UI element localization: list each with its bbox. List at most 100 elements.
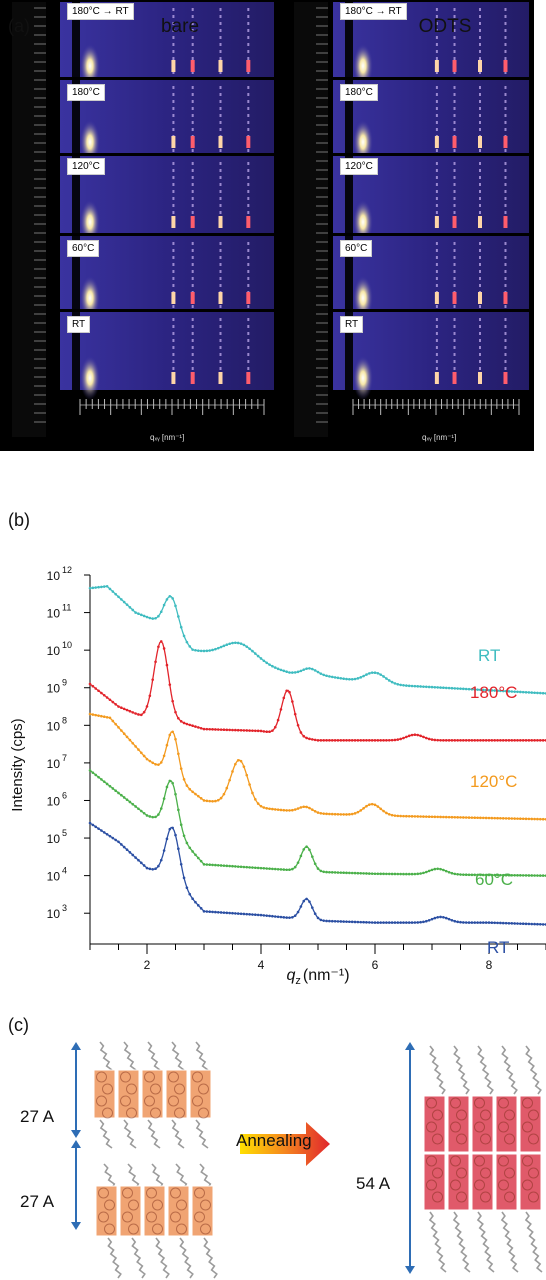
series-point-4 [202,649,206,653]
series-point-4 [330,675,334,679]
core-block-annealed-bottom-2 [471,1153,494,1211]
core-block-annealed-bottom-ring [474,1155,485,1167]
alkyl-chain-annealed-top [453,1045,470,1095]
core-block-annealed-bottom-ring [432,1167,443,1179]
series-point-4 [487,688,491,692]
gixd-rod-dot [247,107,250,110]
row-label-bare-rt: RT [67,316,91,333]
series-point-1 [308,848,311,852]
gixd-rod-dot [504,263,507,266]
series-point-1 [490,873,494,877]
series-point-1 [333,871,337,874]
series-point-2 [319,811,323,815]
series-point-3 [368,739,371,742]
series-point-0 [88,821,92,825]
legend-label-3: 180°C [470,683,517,702]
series-point-3 [541,739,545,742]
series-point-4 [145,615,149,619]
core-block-annealed-top-ring [426,1121,437,1133]
series-point-0 [359,920,363,924]
gixd-rod-dot [219,190,222,193]
gixd-rod-dot [435,183,438,186]
gixd-rod-dot [219,197,222,200]
series-point-1 [504,873,508,877]
series-point-4 [516,690,519,694]
series-point-0 [382,921,385,924]
gixd-peak [171,216,176,228]
gixd-rod-dot [479,107,481,110]
gixd-rod-dot [435,114,438,117]
series-point-4 [245,645,249,648]
gixd-rod-dot [247,149,250,152]
series-point-2 [197,794,200,798]
series-point-0 [199,907,203,910]
series-point-2 [521,817,525,821]
series-point-0 [291,915,294,919]
gixd-rod-dot [247,86,250,89]
series-point-4 [510,690,514,693]
gixd-rod-dot [172,162,175,165]
series-point-1 [336,871,340,874]
y-tick-label: 10 [47,907,61,921]
gixd-rod-dot [504,22,507,25]
alkyl-chain-top [99,1041,113,1071]
gixd-rod-dot [479,190,481,193]
series-point-0 [305,897,308,901]
gixd-rod-dot [191,8,194,11]
series-point-2 [293,808,297,811]
core-block-top-ring [144,1071,155,1083]
series-point-4 [179,625,183,629]
series-point-0 [336,920,340,923]
series-point-4 [530,691,534,694]
gixd-rod-dot [453,204,456,207]
gixd-peak [246,292,251,304]
series-point-1 [262,867,266,870]
gixd-peak [218,292,223,304]
series-point-3 [365,739,368,742]
series-point-4 [507,690,511,693]
core-block-bottom-ring [98,1187,109,1199]
series-point-4 [182,634,186,638]
series-point-3 [259,729,263,733]
series-point-3 [242,729,246,732]
alkyl-chain-annealed-bottom [428,1211,447,1273]
series-point-1 [439,867,442,871]
core-block-top-ring [198,1083,209,1095]
series-point-3 [154,660,157,664]
gixd-rod-dot [191,176,194,179]
series-point-0 [473,921,477,924]
series-point-2 [228,778,231,782]
series-point-0 [231,911,234,915]
gixd-rod-dot [435,242,438,245]
gixd-rod-dot [247,93,250,96]
series-point-0 [179,863,183,866]
series-point-4 [482,688,485,692]
series-point-2 [387,812,391,816]
gixd-peak [452,136,457,148]
series-point-0 [256,913,260,917]
gixd-rod-dot [191,318,194,321]
series-point-2 [390,813,394,817]
core-block-annealed-bottom-ring [456,1167,467,1179]
series-point-4 [134,611,137,614]
series-point-2 [140,751,143,755]
series-point-0 [125,848,129,852]
series-point-2 [396,814,400,818]
gixd-rod-dot [453,169,456,172]
series-point-3 [501,739,505,742]
gixd-rod-dot [453,114,456,117]
series-point-4 [259,657,263,660]
series-point-2 [100,714,103,718]
series-point-2 [530,817,534,821]
alkyl-chain-bottom [155,1237,170,1279]
gixd-rod-dot [247,190,250,193]
series-point-3 [370,739,374,742]
series-point-4 [539,691,542,695]
gixd-rod-dot [453,162,456,165]
gixd-rod-dot [172,270,175,273]
gixd-peak [246,372,251,384]
series-point-3 [479,739,482,742]
series-point-2 [108,716,112,720]
series-point-3 [151,678,154,681]
series-point-2 [436,815,440,819]
